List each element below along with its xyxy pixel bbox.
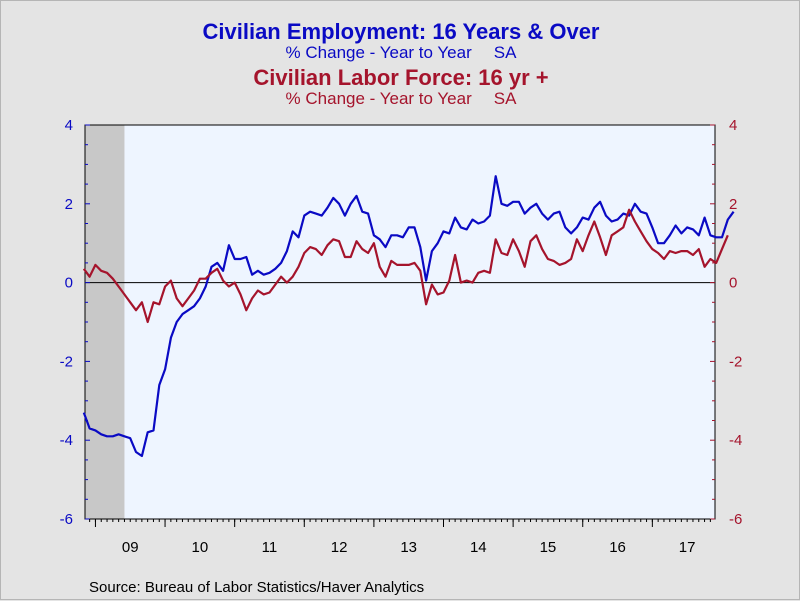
series-line-employment [82,175,735,458]
y-left-tick-label: 0 [65,275,73,292]
subtitle-labor-force-sa: SA [493,89,517,108]
y-right-tick-label: 2 [729,196,737,213]
y-left-tick-label: -6 [60,511,73,528]
chart-title-labor-force: Civilian Labor Force: 16 yr + [253,65,549,90]
y-right-tick-label: -6 [729,511,742,528]
x-tick-label: 13 [400,539,417,556]
x-tick-label: 14 [470,539,487,556]
y-left-tick-label: -2 [60,353,73,370]
recession-shading [85,125,125,519]
y-right-tick-label: 4 [729,117,737,134]
chart-subtitle-labor-force: % Change - Year to Year SA [1,89,800,109]
y-right-tick-label: -4 [729,432,742,449]
y-left-tick-label: 2 [65,196,73,213]
subtitle-employment-sa: SA [493,43,517,62]
source-note: Source: Bureau of Labor Statistics/Haver… [89,579,425,596]
chart-title-employment: Civilian Employment: 16 Years & Over [202,19,600,44]
y-right-tick-label: 0 [729,275,737,292]
subtitle-employment-measure: % Change - Year to Year [285,43,472,62]
x-tick-label: 12 [331,539,348,556]
plot-area [85,125,715,519]
chart-subtitle-employment: % Change - Year to Year SA [1,43,800,63]
x-tick-label: 11 [262,539,278,556]
y-left-tick-label: 4 [65,117,73,134]
x-tick-label: 16 [609,539,626,556]
y-right-tick-label: -2 [729,353,742,370]
x-tick-label: 15 [540,539,557,556]
x-tick-label: 09 [122,539,139,556]
x-tick-label: 10 [192,539,209,556]
subtitle-labor-force-measure: % Change - Year to Year [285,89,472,108]
series-line-labor-force [82,208,729,324]
y-left-tick-label: -4 [60,432,73,449]
x-tick-label: 17 [679,539,696,556]
